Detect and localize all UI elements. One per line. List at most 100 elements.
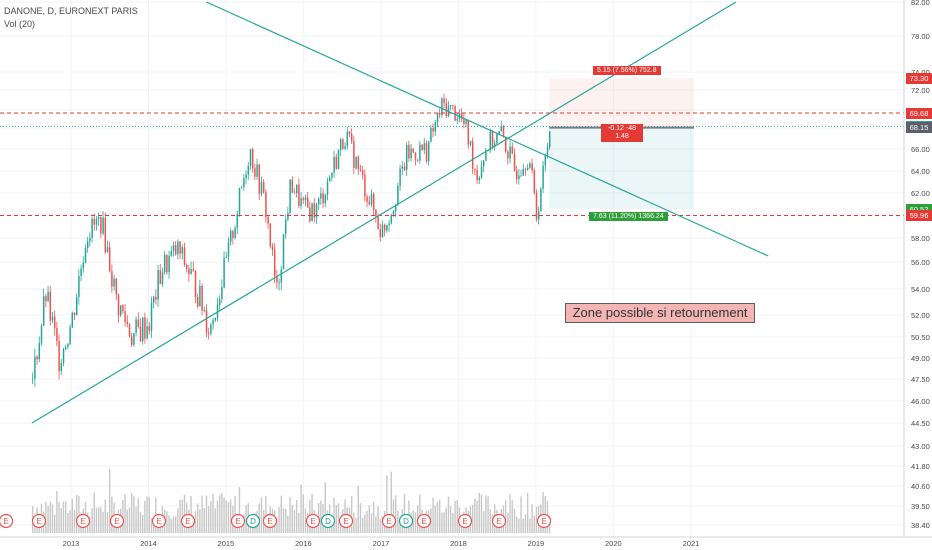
- volume-bar: [441, 512, 443, 533]
- x-tick-label: 2018: [450, 539, 467, 548]
- volume-bar: [518, 518, 520, 533]
- volume-bar: [91, 508, 93, 533]
- candle-body: [399, 168, 401, 186]
- candle-body: [117, 294, 120, 316]
- event-marker-label: E: [462, 517, 467, 526]
- symbol-label: DANONE, D, EURONEXT PARIS: [4, 6, 138, 16]
- volume-bar: [122, 499, 124, 533]
- take-profit-label: 7.63 (11.20%) 1366.24: [589, 212, 668, 221]
- candle-body: [507, 151, 509, 159]
- y-tick-label: 44.50: [911, 419, 930, 428]
- candle-body: [355, 156, 357, 169]
- volume-bar: [280, 495, 282, 533]
- candle-body: [291, 179, 294, 193]
- candle-body: [256, 164, 258, 177]
- volume-bar: [419, 494, 421, 533]
- volume-bar: [355, 517, 357, 533]
- y-tick-label: 43.00: [911, 442, 930, 451]
- candle-body: [500, 126, 503, 132]
- y-tick-label: 49.00: [911, 354, 930, 363]
- volume-bar: [49, 501, 51, 533]
- candle-body: [260, 182, 263, 194]
- volume-bar: [474, 498, 476, 533]
- volume-bar: [399, 517, 401, 533]
- candle-body: [522, 168, 525, 176]
- volume-bar: [174, 516, 177, 533]
- candle-body: [282, 234, 285, 270]
- candle-body: [335, 156, 338, 169]
- candle-body: [157, 270, 159, 300]
- candle-body: [174, 245, 177, 255]
- volume-bar: [529, 518, 531, 533]
- candle-body: [234, 227, 236, 239]
- event-marker: [338, 513, 354, 529]
- volume-bar: [181, 499, 183, 533]
- volume-bar: [522, 518, 524, 533]
- volume-bar: [137, 498, 139, 533]
- candle-body: [436, 112, 439, 123]
- volume-indicator-label: Vol (20): [4, 19, 36, 29]
- candle-body: [293, 192, 296, 194]
- candle-body: [542, 165, 544, 189]
- y-tick-label: 41.80: [911, 462, 930, 471]
- volume-bar: [471, 504, 474, 533]
- candle-body: [379, 229, 382, 238]
- candle-body: [280, 269, 283, 283]
- candle-body: [95, 219, 98, 225]
- x-tick-label: 2015: [218, 539, 235, 548]
- candle-body: [238, 187, 241, 214]
- candle-body: [203, 310, 206, 311]
- volume-bar: [168, 515, 170, 533]
- y-tick-label: 82.00: [911, 0, 930, 7]
- candle-body: [47, 291, 49, 301]
- candle-body: [89, 237, 91, 242]
- volume-bar: [366, 510, 368, 533]
- y-tick-label: 74.00: [911, 68, 930, 77]
- volume-bar: [394, 495, 397, 533]
- candle-body: [405, 144, 408, 170]
- volume-bar: [438, 499, 441, 533]
- candle-body: [357, 156, 360, 170]
- candle-body: [122, 305, 124, 312]
- candle-body: [86, 241, 89, 249]
- y-tick-label: 46.00: [911, 397, 930, 406]
- candle-body: [159, 270, 162, 285]
- volume-bar: [436, 501, 439, 533]
- volume-bar: [295, 499, 298, 533]
- volume-bar: [291, 505, 293, 533]
- candle-body: [229, 230, 232, 242]
- candle-body: [80, 268, 82, 277]
- event-marker-label: E: [310, 517, 315, 526]
- candle-body: [106, 247, 109, 253]
- volume-bar: [513, 508, 516, 533]
- volume-bar: [170, 518, 172, 533]
- volume-bar: [478, 492, 480, 533]
- candle-body: [102, 217, 104, 234]
- x-tick-label: 2020: [605, 539, 622, 548]
- candle-body: [302, 198, 305, 200]
- candle-body: [232, 230, 234, 239]
- candle-body: [306, 197, 309, 208]
- event-marker-label: E: [496, 517, 501, 526]
- volume-bar: [372, 501, 375, 533]
- volume-bar: [302, 494, 304, 533]
- x-tick-label: 2021: [683, 539, 700, 548]
- event-marker-label: E: [114, 517, 119, 526]
- candle-body: [84, 248, 87, 263]
- candle-body: [148, 326, 151, 331]
- candle-body: [236, 213, 239, 228]
- volume-bar: [364, 514, 366, 533]
- volume-bar: [144, 500, 146, 533]
- candle-body: [210, 324, 212, 334]
- y-tick-label: 47.50: [911, 375, 930, 384]
- volume-bar: [210, 501, 212, 533]
- candle-body: [212, 320, 214, 325]
- candle-body: [403, 166, 406, 170]
- candle-body: [214, 317, 217, 321]
- candle-body: [218, 298, 221, 306]
- candle-body: [333, 156, 335, 173]
- candle-body: [548, 131, 551, 148]
